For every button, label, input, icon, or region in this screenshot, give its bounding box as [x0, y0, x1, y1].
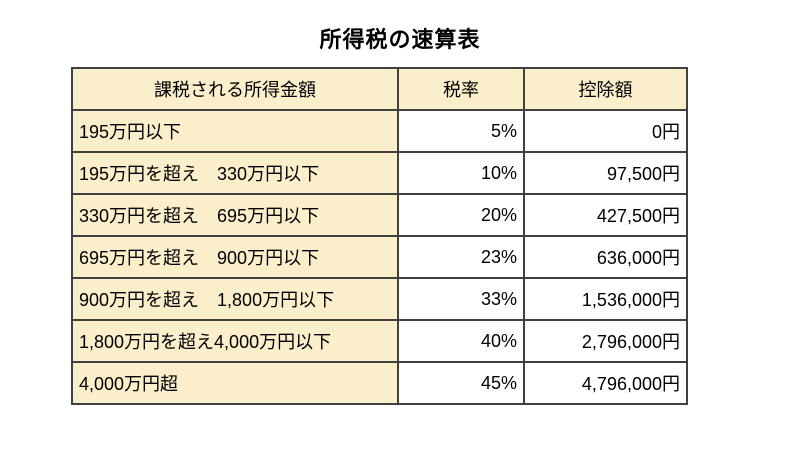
income-range-cell: 695万円を超え 900万円以下 — [71, 235, 399, 279]
tax-rate-cell: 40% — [397, 319, 525, 363]
income-range-cell: 195万円を超え 330万円以下 — [71, 151, 399, 195]
tax-rate-cell: 10% — [397, 151, 525, 195]
income-range-cell: 330万円を超え 695万円以下 — [71, 193, 399, 237]
income-tax-table: 課税される所得金額 税率 控除額 195万円以下 5% 0円 195万円を超え 330… — [71, 67, 688, 405]
deduction-cell: 2,796,000円 — [523, 319, 688, 363]
header-taxable-income: 課税される所得金額 — [71, 67, 399, 111]
tax-rate-cell: 45% — [397, 361, 525, 405]
deduction-cell: 0円 — [523, 109, 688, 153]
deduction-cell: 4,796,000円 — [523, 361, 688, 405]
table-header-row: 課税される所得金額 税率 控除額 — [71, 67, 688, 111]
deduction-cell: 97,500円 — [523, 151, 688, 195]
table-row: 695万円を超え 900万円以下 23% 636,000円 — [71, 235, 688, 279]
tax-rate-cell: 33% — [397, 277, 525, 321]
table-row: 330万円を超え 695万円以下 20% 427,500円 — [71, 193, 688, 237]
deduction-cell: 636,000円 — [523, 235, 688, 279]
income-range-cell: 4,000万円超 — [71, 361, 399, 405]
tax-rate-cell: 20% — [397, 193, 525, 237]
income-range-cell: 900万円を超え 1,800万円以下 — [71, 277, 399, 321]
table-row: 900万円を超え 1,800万円以下 33% 1,536,000円 — [71, 277, 688, 321]
table-row: 195万円以下 5% 0円 — [71, 109, 688, 153]
income-range-cell: 1,800万円を超え4,000万円以下 — [71, 319, 399, 363]
table-title: 所得税の速算表 — [319, 27, 481, 52]
table-row: 4,000万円超 45% 4,796,000円 — [71, 361, 688, 405]
deduction-cell: 427,500円 — [523, 193, 688, 237]
table-row: 195万円を超え 330万円以下 10% 97,500円 — [71, 151, 688, 195]
header-tax-rate: 税率 — [397, 67, 525, 111]
deduction-cell: 1,536,000円 — [523, 277, 688, 321]
header-deduction: 控除額 — [523, 67, 688, 111]
tax-rate-cell: 5% — [397, 109, 525, 153]
tax-rate-cell: 23% — [397, 235, 525, 279]
table-row: 1,800万円を超え4,000万円以下 40% 2,796,000円 — [71, 319, 688, 363]
income-range-cell: 195万円以下 — [71, 109, 399, 153]
tax-table-body: 195万円以下 5% 0円 195万円を超え 330万円以下 10% 97,500円 330… — [71, 109, 688, 405]
